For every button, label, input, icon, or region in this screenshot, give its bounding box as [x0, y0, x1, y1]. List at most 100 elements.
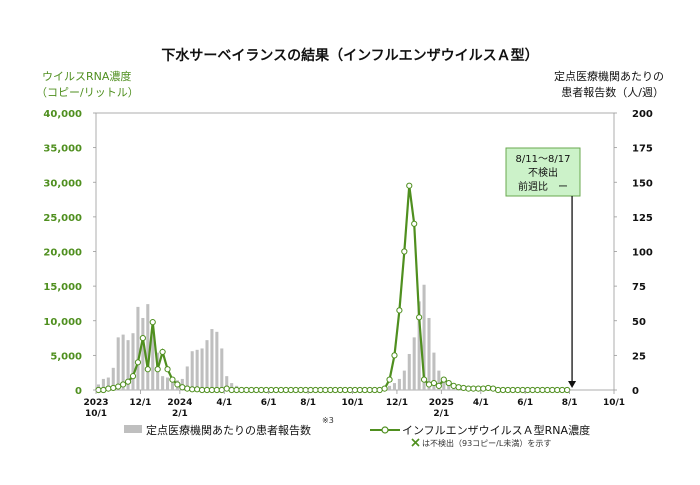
- right-tick-label: 100: [632, 248, 653, 259]
- legend-not-detected-label: は不検出（93コピー/L未満）を示す: [422, 438, 551, 448]
- x-tick-label: 4/1: [216, 398, 232, 408]
- annotation-arrow-head: [568, 381, 577, 388]
- x-tick-label: 8/1: [300, 398, 316, 408]
- bar: [402, 370, 406, 390]
- right-tick-label: 150: [632, 178, 653, 189]
- x-tick-label: 12/1: [386, 398, 408, 408]
- bar: [407, 353, 411, 390]
- x-tick-label-sub: 10/1: [85, 409, 107, 419]
- data-point: [144, 366, 151, 373]
- data-point: [416, 314, 423, 321]
- left-tick-label: 30,000: [43, 178, 82, 189]
- x-tick-label: 2025: [429, 398, 454, 408]
- data-point: [317, 386, 324, 394]
- data-point: [272, 386, 280, 394]
- data-point: [134, 359, 142, 366]
- x-tick-label-sub: 2/1: [172, 409, 188, 419]
- data-point: [282, 386, 290, 394]
- data-point: [559, 386, 566, 394]
- data-point: [218, 386, 225, 394]
- data-point: [509, 386, 516, 394]
- bar: [101, 378, 105, 390]
- data-point: [529, 386, 536, 394]
- data-point: [519, 386, 526, 394]
- data-point: [287, 386, 294, 394]
- data-point: [110, 384, 117, 392]
- bar: [111, 367, 115, 390]
- data-point: [366, 386, 373, 394]
- data-point: [499, 386, 507, 394]
- bar: [397, 378, 401, 390]
- data-point: [396, 307, 403, 314]
- data-point: [337, 386, 344, 394]
- data-point: [258, 386, 265, 394]
- x-tick-label: 12/1: [129, 398, 151, 408]
- data-point: [490, 385, 497, 392]
- data-point: [233, 386, 240, 394]
- bar: [106, 377, 110, 390]
- data-point: [263, 386, 270, 394]
- data-point: [203, 386, 211, 394]
- bar: [215, 331, 219, 390]
- data-point: [253, 386, 260, 394]
- data-point: [307, 386, 314, 394]
- bar: [220, 348, 224, 390]
- bar: [570, 389, 574, 390]
- x-tick-label: 8/1: [562, 398, 578, 408]
- bar: [392, 383, 396, 390]
- data-point: [564, 386, 571, 394]
- legend-bar-swatch: [124, 425, 142, 433]
- bar: [230, 383, 234, 390]
- data-point: [223, 385, 230, 392]
- bar: [131, 333, 135, 390]
- x-tick-label: 2024: [167, 398, 192, 408]
- left-tick-label: 5,000: [50, 351, 82, 362]
- bar: [146, 304, 150, 390]
- bar: [205, 340, 209, 390]
- data-point: [184, 385, 191, 392]
- data-point: [504, 386, 512, 394]
- data-point: [356, 386, 364, 394]
- data-point: [105, 385, 112, 392]
- data-point: [465, 385, 472, 392]
- data-point: [406, 182, 413, 189]
- bar: [185, 366, 189, 390]
- legend: 定点医療機関あたりの患者報告数 ※3 インフルエンザウイルスＡ型RNA濃度 は不…: [124, 416, 590, 448]
- bar: [437, 370, 441, 390]
- data-point: [376, 386, 383, 394]
- left-tick-label: 40,000: [43, 109, 82, 120]
- x-tick-label: 10/1: [341, 398, 363, 408]
- legend-line-label: インフルエンザウイルスＡ型RNA濃度: [402, 423, 590, 437]
- bar-series: [96, 284, 574, 390]
- data-point: [435, 382, 442, 389]
- bar: [417, 301, 421, 390]
- data-point: [179, 384, 186, 391]
- data-point: [332, 386, 339, 394]
- data-point: [371, 386, 378, 394]
- data-point: [322, 386, 329, 394]
- data-point: [430, 379, 438, 387]
- data-point: [243, 386, 250, 394]
- bar: [200, 348, 204, 390]
- data-point: [361, 386, 368, 394]
- x-tick-label: 6/1: [517, 398, 533, 408]
- left-axis-title-line1: ウイルスRNA濃度: [42, 69, 131, 83]
- left-tick-label: 10,000: [43, 317, 82, 328]
- bar: [136, 306, 140, 390]
- bar: [427, 317, 431, 390]
- annotation: 8/11～8/17 不検出 前週比 ー: [505, 147, 581, 388]
- data-point: [351, 386, 359, 394]
- data-point: [277, 386, 285, 394]
- bar: [166, 377, 170, 390]
- data-point: [475, 385, 482, 392]
- data-point: [440, 376, 447, 383]
- legend-not-detected-icon: [411, 438, 420, 447]
- left-tick-label: 35,000: [43, 144, 82, 155]
- data-point: [198, 386, 206, 394]
- annotation-line3: 前週比 ー: [518, 180, 568, 193]
- data-point: [120, 381, 127, 388]
- data-point: [129, 373, 137, 380]
- x-tick-label-sub: 2/1: [433, 409, 449, 419]
